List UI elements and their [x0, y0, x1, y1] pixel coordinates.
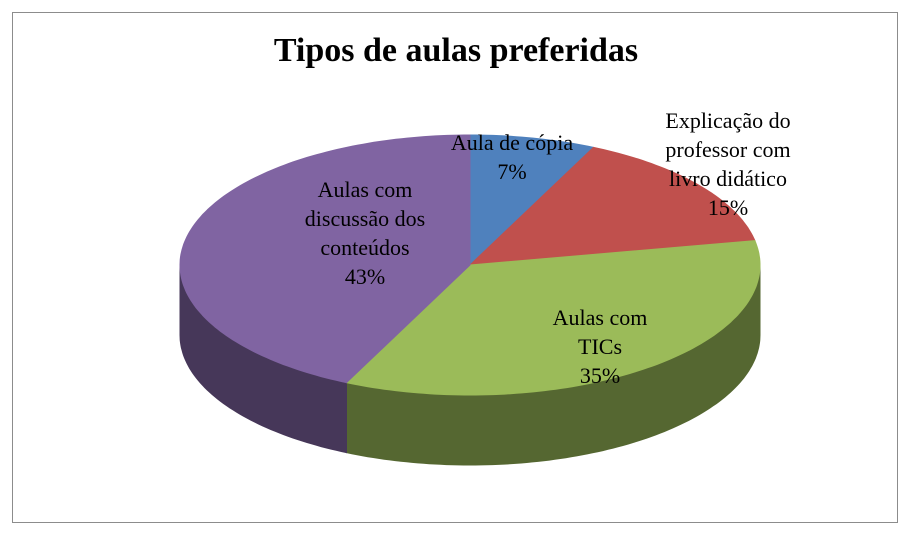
value-label: 43%	[344, 264, 386, 289]
category-label: Explicação do professor com livro didáti…	[665, 108, 791, 191]
data-label: Explicação do professor com livro didáti…	[643, 106, 813, 222]
data-label: Aula de cópia 7%	[427, 128, 597, 186]
data-label: Aulas com discussão dos conteúdos 43%	[285, 175, 445, 291]
pie-slice	[346, 240, 761, 396]
value-label: 7%	[497, 159, 527, 184]
chart-title: Tipos de aulas preferidas	[273, 32, 639, 69]
value-label: 15%	[707, 195, 749, 220]
category-label: Aula de cópia	[450, 130, 574, 155]
pie-slice	[469, 146, 756, 266]
value-label: 35%	[579, 363, 621, 388]
category-label: Aulas com TICs	[552, 305, 648, 359]
pie-slice	[179, 134, 471, 384]
pie-slice	[469, 134, 594, 266]
category-label: Aulas com discussão dos conteúdos	[304, 177, 426, 260]
data-label: Aulas com TICs 35%	[535, 303, 665, 390]
